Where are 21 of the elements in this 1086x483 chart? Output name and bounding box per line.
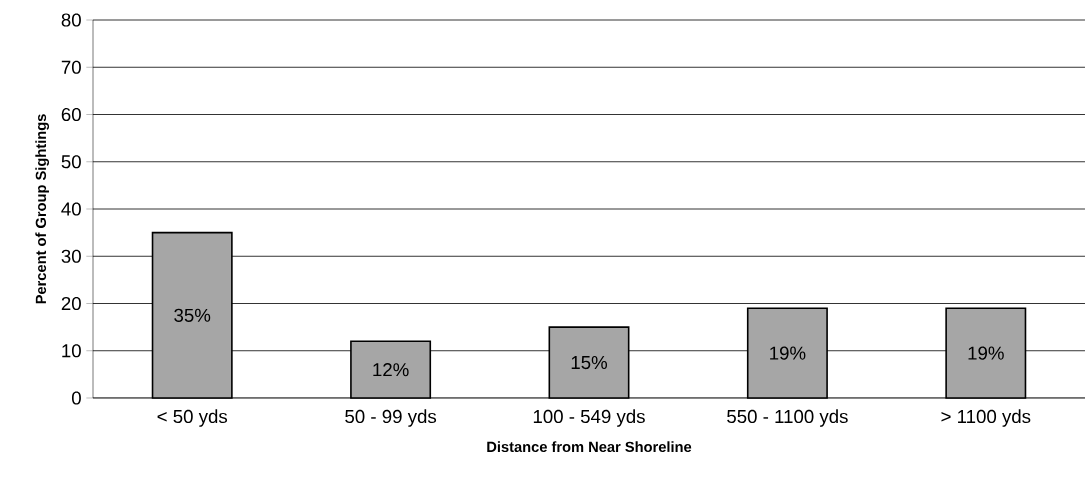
x-tick-label: 50 - 99 yds bbox=[345, 409, 437, 427]
data-label: 12% bbox=[373, 363, 409, 377]
y-tick-label: 0 bbox=[71, 391, 81, 405]
x-axis-title: Distance from Near Shoreline bbox=[487, 441, 692, 453]
y-tick-label: 40 bbox=[61, 202, 81, 216]
y-tick-label: 70 bbox=[61, 60, 81, 74]
data-label: 19% bbox=[968, 346, 1004, 360]
data-label: 35% bbox=[174, 308, 211, 322]
data-label: 15% bbox=[571, 355, 608, 370]
x-tick-label: 550 - 1100 yds bbox=[727, 409, 848, 427]
data-label: 19% bbox=[770, 346, 806, 360]
y-tick-label: 50 bbox=[61, 155, 81, 169]
x-tick-label: 100 - 549 yds bbox=[533, 409, 645, 427]
y-tick-label: 80 bbox=[61, 13, 81, 27]
y-tick-label: 20 bbox=[61, 296, 81, 311]
x-tick-label: < 50 yds bbox=[157, 409, 228, 427]
y-axis-title: Percent of Group Sightings bbox=[35, 114, 50, 304]
x-tick-label: > 1100 yds bbox=[941, 409, 1031, 427]
y-tick-label: 10 bbox=[62, 344, 81, 358]
y-tick-label: 30 bbox=[61, 249, 81, 263]
y-tick-label: 60 bbox=[61, 107, 81, 122]
